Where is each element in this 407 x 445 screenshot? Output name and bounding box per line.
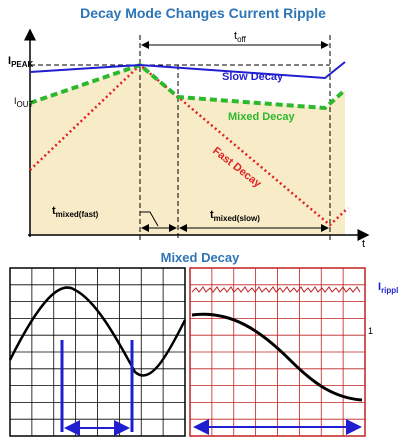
slow-decay-label: Slow Decay [222,71,284,83]
toff-label: toff [234,30,247,44]
mixed-decay-label: Mixed Decay [228,111,296,123]
t-axis-label: t [362,238,365,250]
title: Decay Mode Changes Current Ripple [80,5,326,21]
iripple-label: Irippl [378,281,398,295]
scope-title: Mixed Decay [161,250,241,265]
channel-label: 1 [368,326,373,336]
scope-left [10,268,185,436]
diagram: Decay Mode Changes Current Ripple IPEAK … [0,0,407,445]
decay-graph [28,30,368,240]
scope-right [190,268,365,436]
